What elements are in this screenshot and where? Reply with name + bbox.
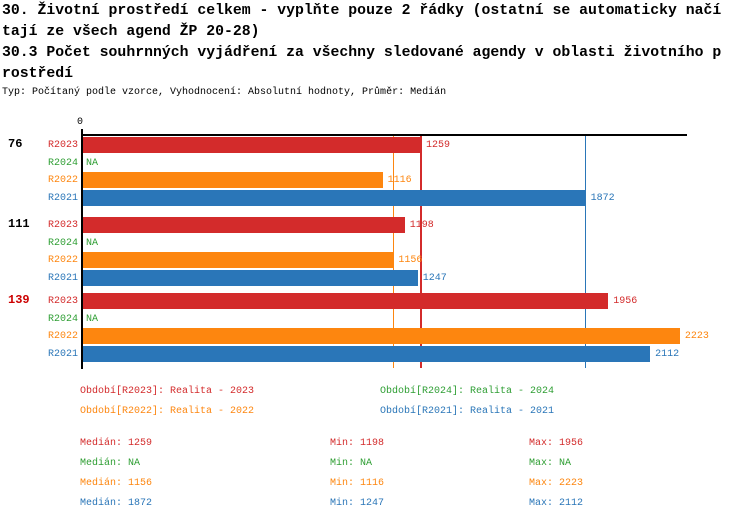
row-year-label: R2022 bbox=[47, 175, 78, 187]
bar-value-na: NA bbox=[86, 157, 99, 169]
bar-R2021 bbox=[83, 346, 651, 363]
bar-value-label: 1872 bbox=[590, 193, 615, 205]
bar-value-label: 1198 bbox=[409, 220, 434, 231]
bar-value-label: 1116 bbox=[387, 175, 412, 187]
row-year-label: R2024 bbox=[47, 157, 78, 169]
report-title-line-1: 30. Životní prostředí celkem - vyplňte p… bbox=[2, 3, 722, 19]
bar-R2023 bbox=[83, 217, 405, 233]
legend-item-R2023: Období[R2023]: Realita - 2023 bbox=[80, 385, 255, 397]
bar-R2022 bbox=[83, 252, 394, 269]
stat-median-R2023: Medián: 1259 bbox=[80, 437, 153, 449]
row-year-label: R2024 bbox=[47, 313, 78, 325]
stat-max-R2024: Max: NA bbox=[529, 457, 572, 469]
group-label: 111 bbox=[8, 217, 30, 231]
stat-median-R2022: Medián: 1156 bbox=[80, 477, 153, 489]
row-year-label: R2024 bbox=[47, 237, 78, 249]
stat-max-R2023: Max: 1956 bbox=[529, 437, 584, 449]
report-meta: Typ: Počítaný podle vzorce, Vyhodnocení:… bbox=[2, 87, 447, 98]
row-year-label: R2023 bbox=[47, 296, 78, 307]
stat-median-R2024: Medián: NA bbox=[80, 457, 141, 469]
group-label: 76 bbox=[8, 137, 23, 151]
report-title-line-4: rostředí bbox=[2, 66, 74, 82]
stat-min-R2023: Min: 1198 bbox=[330, 437, 385, 449]
row-year-label: R2022 bbox=[47, 255, 78, 267]
x-axis-zero-tick: 0 bbox=[76, 117, 83, 128]
bar-R2023 bbox=[83, 293, 609, 309]
bar-value-na: NA bbox=[86, 237, 99, 249]
bar-R2022 bbox=[83, 172, 383, 189]
row-year-label: R2021 bbox=[47, 193, 78, 205]
report-title-line-2: tají ze všech agend ŽP 20-28) bbox=[2, 24, 260, 40]
group-label: 139 bbox=[8, 293, 30, 307]
median-line-R2021 bbox=[584, 135, 587, 368]
row-year-label: R2021 bbox=[47, 273, 78, 285]
bar-value-label: 2223 bbox=[684, 331, 709, 343]
bar-R2021 bbox=[83, 270, 418, 287]
median-line-R2023 bbox=[420, 135, 422, 368]
bar-value-na: NA bbox=[86, 313, 99, 325]
bar-value-label: 1956 bbox=[613, 296, 638, 307]
stat-min-R2021: Min: 1247 bbox=[330, 497, 385, 509]
stat-min-R2022: Min: 1116 bbox=[330, 477, 385, 489]
bar-R2023 bbox=[83, 137, 421, 153]
report-title-line-3: 30.3 Počet souhrnných vyjádření za všech… bbox=[2, 45, 722, 61]
legend-item-R2022: Období[R2022]: Realita - 2022 bbox=[80, 405, 255, 417]
median-line-R2022 bbox=[392, 135, 395, 368]
row-year-label: R2023 bbox=[47, 140, 78, 151]
bar-R2021 bbox=[83, 190, 586, 207]
stat-median-R2021: Medián: 1872 bbox=[80, 497, 153, 509]
row-year-label: R2023 bbox=[47, 220, 78, 231]
bar-R2022 bbox=[83, 328, 680, 345]
bar-value-label: 1247 bbox=[422, 273, 447, 285]
row-year-label: R2021 bbox=[47, 349, 78, 361]
bar-value-label: 1156 bbox=[398, 255, 423, 267]
bar-value-label: 1259 bbox=[426, 140, 451, 151]
legend-item-R2024: Období[R2024]: Realita - 2024 bbox=[380, 385, 555, 397]
bar-value-label: 2112 bbox=[655, 349, 680, 361]
x-axis-line bbox=[80, 134, 687, 136]
stat-min-R2024: Min: NA bbox=[330, 457, 373, 469]
legend-item-R2021: Období[R2021]: Realita - 2021 bbox=[380, 405, 555, 417]
stat-max-R2022: Max: 2223 bbox=[529, 477, 584, 489]
stat-max-R2021: Max: 2112 bbox=[529, 497, 584, 509]
row-year-label: R2022 bbox=[47, 331, 78, 343]
y-axis-line bbox=[80, 128, 83, 369]
